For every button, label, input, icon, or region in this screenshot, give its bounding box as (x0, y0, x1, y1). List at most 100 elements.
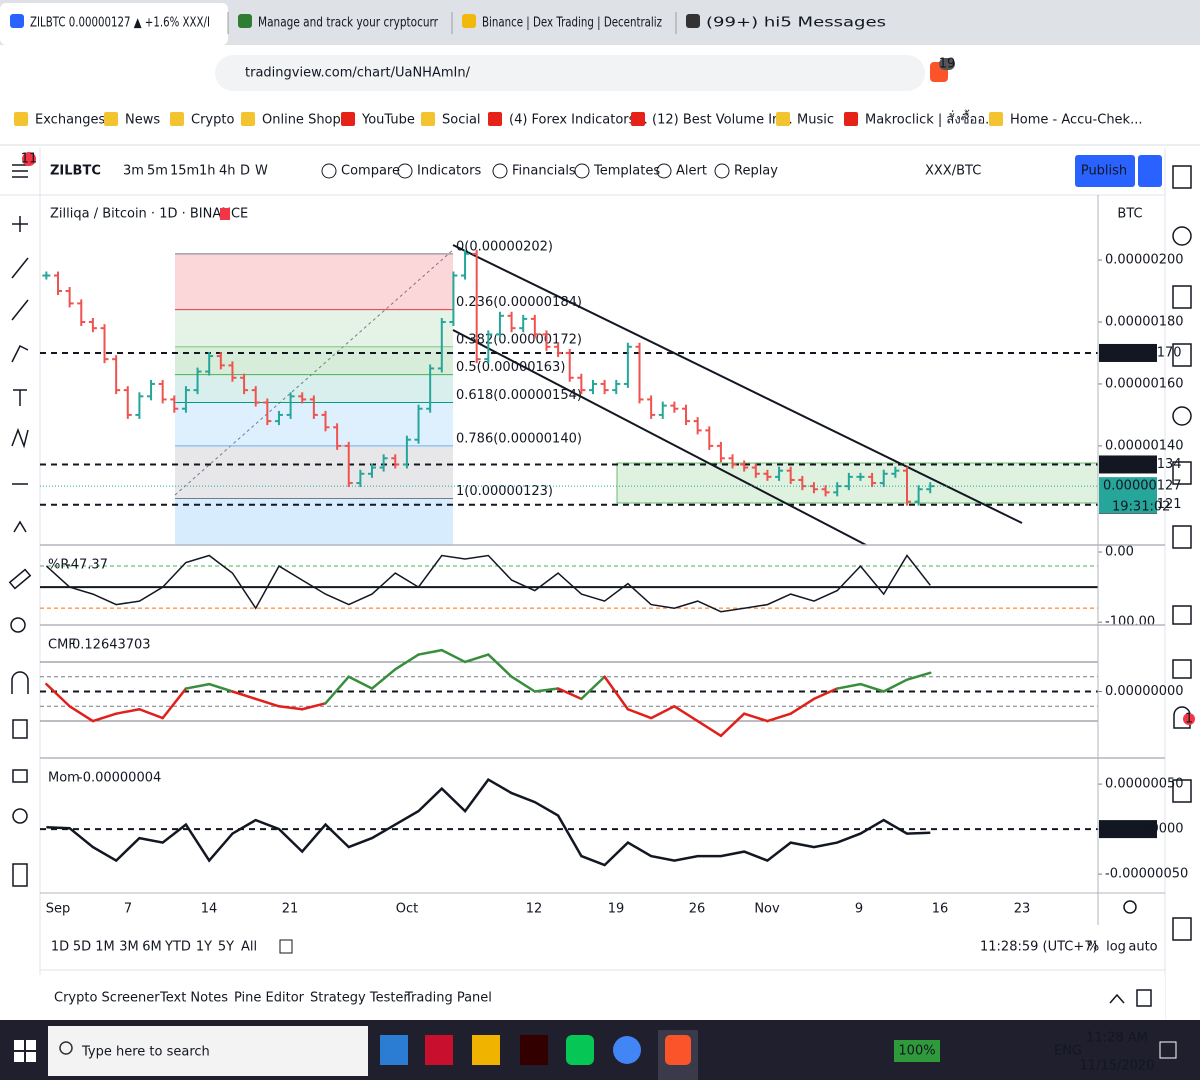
tab-title[interactable]: Manage and track your cryptocurr (258, 16, 439, 31)
notification-icon[interactable] (1159, 1041, 1177, 1059)
range-button[interactable]: All (241, 940, 257, 955)
y-tick-label: -100.00 (1105, 615, 1155, 630)
range-button[interactable]: 6M (142, 940, 162, 955)
range-button[interactable]: 1M (95, 940, 115, 955)
bookmark[interactable]: Online Shop (262, 113, 341, 128)
trend-line[interactable] (452, 244, 1023, 524)
ohlc-bar (449, 271, 458, 326)
ohlc-bar (88, 317, 97, 333)
tab-title[interactable]: ZILBTC 0.00000127 ▲ +1.6% XXX/I (30, 16, 210, 31)
ohlc-bar (879, 469, 888, 488)
range-button[interactable]: 1D (51, 940, 69, 955)
bottom-tab[interactable]: Crypto Screener (54, 991, 160, 1006)
scale-option[interactable]: auto (1128, 940, 1157, 955)
toolbar-button[interactable]: Alert (676, 164, 707, 179)
bookmark[interactable]: (4) Forex Indicators... (509, 113, 648, 128)
interval[interactable]: D (240, 164, 250, 179)
bookmark[interactable]: Crypto (191, 113, 234, 128)
cmf-segment (370, 668, 397, 690)
cmf-segment (417, 648, 444, 656)
zone-rect[interactable] (616, 462, 1099, 504)
ohlc-bar (414, 404, 423, 444)
maximize-icon[interactable] (1136, 989, 1152, 1007)
bottom-tab[interactable]: Text Notes (159, 991, 228, 1006)
toolbar-button[interactable]: Compare (341, 164, 400, 179)
search-box[interactable] (48, 1026, 368, 1076)
bookmark[interactable]: Exchanges (35, 113, 106, 128)
interval[interactable]: 3m (123, 164, 144, 179)
bookmark[interactable]: (12) Best Volume In... (652, 113, 793, 128)
y-tick-label: 0.00000160 (1105, 376, 1184, 391)
battery-chip (894, 1040, 940, 1062)
bookmark[interactable]: Music (797, 113, 834, 128)
indicator-value: -0.00000004 (78, 771, 161, 786)
bookmark[interactable]: YouTube (361, 113, 415, 128)
cmf-segment (91, 712, 118, 723)
cmf-segment (603, 675, 630, 711)
range-button[interactable]: 5D (73, 940, 91, 955)
collapse-arrow[interactable] (1109, 993, 1125, 1004)
y-tick-label: 0.00000050 (1105, 777, 1184, 792)
ohlc-bar (42, 271, 51, 280)
trend-line[interactable] (452, 329, 867, 546)
left-tools[interactable] (8, 164, 32, 887)
interval[interactable]: 5m (147, 164, 168, 179)
clock-time[interactable]: 11:28 AM (1086, 1031, 1148, 1046)
clock-date[interactable]: 11/15/2020 (1080, 1059, 1155, 1074)
interval[interactable]: W (255, 164, 268, 179)
publish-arrow[interactable] (1138, 155, 1162, 187)
calendar-icon[interactable] (279, 939, 293, 954)
interval[interactable]: 4h (219, 164, 236, 179)
fib-label: 1(0.00000123) (456, 484, 553, 499)
bookmark[interactable]: News (125, 113, 160, 128)
cmf-segment (394, 653, 420, 671)
scale-option[interactable]: % (1087, 940, 1099, 955)
button-icon (574, 163, 590, 179)
pair[interactable]: XXX/BTC (925, 164, 981, 179)
range-button[interactable]: 1Y (196, 940, 212, 955)
range-button[interactable]: 5Y (218, 940, 234, 955)
ohlc-bar (693, 417, 702, 435)
active-tab[interactable] (0, 3, 228, 45)
ohlc-bar (821, 485, 830, 497)
publish-button[interactable] (1075, 155, 1135, 187)
ohlc-bar (891, 466, 900, 478)
language[interactable]: ENG (1054, 1044, 1082, 1059)
bookmark[interactable]: Social (442, 113, 481, 128)
range-button[interactable]: YTD (164, 940, 191, 955)
tab-icon (686, 14, 700, 28)
windows-logo[interactable] (14, 1040, 36, 1062)
last-price-label: 0.00000127 (1103, 479, 1182, 494)
bookmark[interactable]: Makroclick | สั่งซื้ออ... (865, 110, 998, 128)
tab-icon (462, 14, 476, 28)
settings-gear[interactable] (1123, 900, 1137, 914)
bookmark[interactable]: Home - Accu-Chek... (1010, 113, 1142, 128)
bottom-tab[interactable]: Trading Panel (404, 991, 492, 1006)
url[interactable]: tradingview.com/chart/UaNHAmIn/ (245, 66, 471, 81)
tab-title[interactable]: Binance | Dex Trading | Decentraliz (482, 16, 662, 31)
taskbar-apps[interactable] (380, 1030, 698, 1080)
interval[interactable]: 1h (199, 164, 216, 179)
ohlc-bar (844, 472, 853, 491)
ohlc-bar (554, 342, 563, 357)
tab-title[interactable]: (99+) hi5 Messages (706, 16, 886, 31)
symbol[interactable]: ZILBTC (50, 164, 101, 179)
address-bar[interactable] (215, 55, 925, 91)
x-tick-label: 16 (932, 902, 949, 917)
search-placeholder[interactable]: Type here to search (81, 1045, 210, 1060)
toolbar-button[interactable]: Indicators (417, 164, 481, 179)
y-tick-label: 0.00000000 (1105, 684, 1184, 699)
price-box (1099, 820, 1157, 839)
toolbar-button[interactable]: Financials (512, 164, 576, 179)
publish[interactable]: Publish (1081, 164, 1127, 179)
bottom-tab[interactable]: Pine Editor (234, 991, 305, 1006)
scale-option[interactable]: log (1106, 940, 1126, 955)
interval[interactable]: 15m (170, 164, 199, 179)
ohlc-bar (170, 395, 179, 413)
price-box (1099, 455, 1157, 474)
toolbar-button[interactable]: Templates (593, 164, 660, 179)
toolbar-button[interactable]: Replay (734, 164, 778, 179)
range-button[interactable]: 3M (119, 940, 139, 955)
bottom-tab[interactable]: Strategy Tester (310, 991, 409, 1006)
